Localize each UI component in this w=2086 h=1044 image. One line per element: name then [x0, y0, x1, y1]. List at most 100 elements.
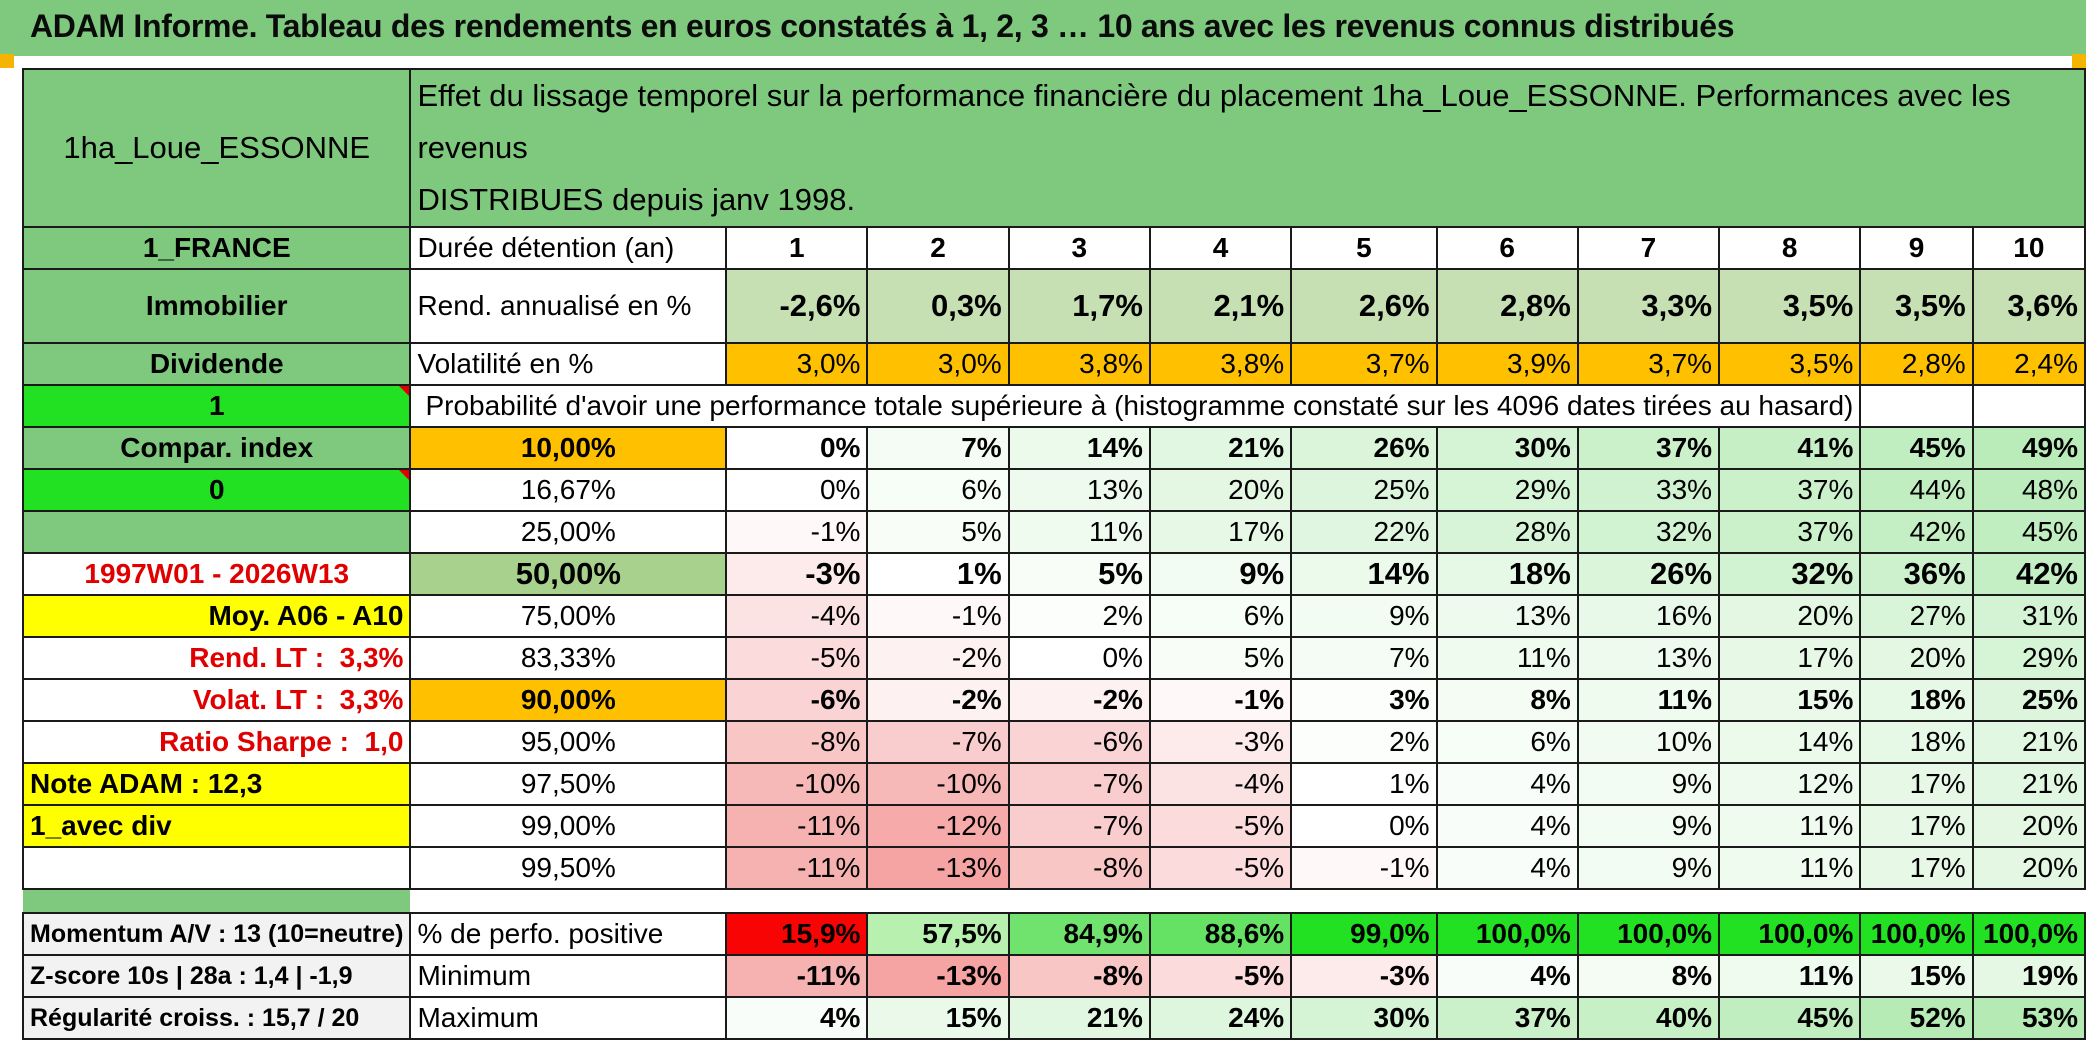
quantile-row: 99,50% -11% -13% -8% -5% -1% 4% 9% 11% 17% 20%: [21, 846, 2086, 890]
quantile-value: 17%: [1148, 510, 1293, 554]
quantile-value: 2%: [1290, 720, 1438, 764]
stats-value: 100,0%: [1859, 912, 1974, 956]
quantile-threshold: 90,00%: [409, 678, 728, 722]
description-line-2: DISTRIBUES depuis janv 1998.: [417, 182, 856, 217]
stats-value: 57,5%: [866, 912, 1010, 956]
quantile-value: 45%: [1971, 510, 2086, 554]
rend-label: Rend. annualisé en %: [409, 268, 728, 344]
separator-blank: [410, 889, 2085, 913]
quantile-value: 9%: [1148, 552, 1293, 596]
quantile-value: 20%: [1148, 468, 1293, 512]
quantile-value: -7%: [1007, 804, 1151, 848]
stats-value: 100,0%: [1971, 912, 2086, 956]
quantile-value: 14%: [1007, 426, 1151, 470]
quantile-value: 5%: [866, 510, 1010, 554]
quantile-row: 25,00% -1% 5% 11% 17% 22% 28% 32% 37% 42% 45%: [21, 510, 2086, 554]
quantile-threshold: 83,33%: [409, 636, 728, 680]
one-cell: 1: [21, 384, 412, 428]
volat-lt-value: 3,3%: [339, 684, 404, 715]
quantile-value: -6%: [1007, 720, 1151, 764]
quantile-row: Ratio Sharpe : 1,0 95,00% -8% -7% -6% -3% 2% 6%…: [21, 720, 2086, 764]
quantile-value: 0%: [725, 468, 869, 512]
rend-row: Immobilier Rend. annualisé en % -2,6% 0,3…: [21, 268, 2086, 344]
rend-value: 0,3%: [866, 268, 1010, 344]
stats-value: 15%: [1859, 954, 1974, 998]
volat-lt-label: Volat. LT :: [192, 684, 325, 715]
quantile-value: 26%: [1290, 426, 1438, 470]
quantile-value: 25%: [1290, 468, 1438, 512]
quantile-value: 42%: [1971, 552, 2086, 596]
quantile-value: 6%: [1148, 594, 1293, 638]
quantile-value: 11%: [1718, 804, 1862, 848]
report-title: ADAM Informe. Tableau des rendements en …: [30, 8, 1735, 44]
vol-value: 3,7%: [1576, 342, 1721, 386]
quantile-row: Compar. index 10,00% 0% 7% 14% 21% 26% 30% 37% 41…: [21, 426, 2086, 470]
header-row: 1ha_Loue_ESSONNE Effet du lissage tempor…: [21, 68, 2086, 228]
quantile-row: 1997W01 - 2026W13 50,00% -3% 1% 5% 9% 14% 18% 26…: [21, 552, 2086, 596]
year-header: 10: [1971, 226, 2086, 270]
rend-value: 3,6%: [1971, 268, 2086, 344]
quantile-value: -6%: [725, 678, 869, 722]
rend-value: 3,3%: [1576, 268, 1721, 344]
quantile-value: 33%: [1576, 468, 1721, 512]
separator-row: [23, 889, 2085, 913]
quantile-value: 15%: [1718, 678, 1862, 722]
quantile-value: 11%: [1576, 678, 1721, 722]
quantile-value: 25%: [1971, 678, 2086, 722]
quantile-value: 28%: [1435, 510, 1579, 554]
rend-value: 1,7%: [1007, 268, 1151, 344]
avec-div-label: 1_avec div: [21, 804, 411, 848]
quantile-value: 1%: [1290, 762, 1438, 806]
stats-value: 40%: [1576, 996, 1721, 1040]
quantile-threshold: 75,00%: [409, 594, 728, 638]
quantile-value: 9%: [1290, 594, 1438, 638]
quantile-value: 21%: [1971, 720, 2086, 764]
vol-value: 2,8%: [1859, 342, 1974, 386]
quantile-value: 13%: [1576, 636, 1721, 680]
quantile-value: 17%: [1718, 636, 1862, 680]
vol-row: Dividende Volatilité en % 3,0% 3,0% 3,8% 3,…: [21, 342, 2086, 386]
vol-value: 3,0%: [725, 342, 869, 386]
performance-table-wrapper: 1ha_Loue_ESSONNE Effet du lissage tempor…: [21, 68, 2086, 1040]
quantile-value: 18%: [1859, 678, 1974, 722]
quantile-threshold: 16,67%: [409, 468, 728, 512]
period-label: 1997W01 - 2026W13: [21, 552, 412, 596]
stats-value: -11%: [725, 954, 869, 998]
quantile-value: 27%: [1859, 594, 1974, 638]
quantile-row: Volat. LT : 3,3% 90,00% -6% -2% -2% -1% 3% 8% 11…: [21, 678, 2086, 722]
quantile-value: -12%: [866, 804, 1010, 848]
empty-green-cell: [21, 510, 412, 554]
quantile-value: 20%: [1971, 846, 2086, 890]
year-header: 1: [725, 226, 869, 270]
rend-value: 2,1%: [1148, 268, 1293, 344]
quantile-value: 12%: [1718, 762, 1862, 806]
quantile-value: 4%: [1435, 846, 1579, 890]
quantile-value: -8%: [1007, 846, 1151, 890]
quantile-value: -2%: [1007, 678, 1151, 722]
quantile-value: -11%: [725, 804, 869, 848]
quantile-value: 36%: [1859, 552, 1974, 596]
vol-value: 2,4%: [1971, 342, 2086, 386]
separator-green: [23, 889, 411, 913]
quantile-value: -4%: [1148, 762, 1293, 806]
quantile-value: 7%: [1290, 636, 1438, 680]
empty-cell: [1971, 384, 2086, 428]
quantile-value: 21%: [1971, 762, 2086, 806]
stats-value: 19%: [1971, 954, 2086, 998]
corner-mark: [2072, 54, 2086, 68]
quantile-value: 8%: [1435, 678, 1579, 722]
quantile-value: 0%: [725, 426, 869, 470]
quantile-value: -10%: [866, 762, 1010, 806]
year-header: 8: [1718, 226, 1862, 270]
quantile-threshold: 97,50%: [409, 762, 728, 806]
stats-value: 21%: [1007, 996, 1151, 1040]
rend-lt-value: 3,3%: [339, 642, 404, 673]
compar-label: Compar. index: [21, 426, 412, 470]
quantile-value: -7%: [1007, 762, 1151, 806]
asset-label: Immobilier: [21, 268, 412, 344]
quantile-value: 5%: [1007, 552, 1151, 596]
stats-value: 100,0%: [1718, 912, 1862, 956]
year-header: 2: [866, 226, 1010, 270]
vol-value: 3,5%: [1718, 342, 1862, 386]
stats-left-label: Momentum A/V : 13 (10=neutre): [21, 912, 412, 956]
